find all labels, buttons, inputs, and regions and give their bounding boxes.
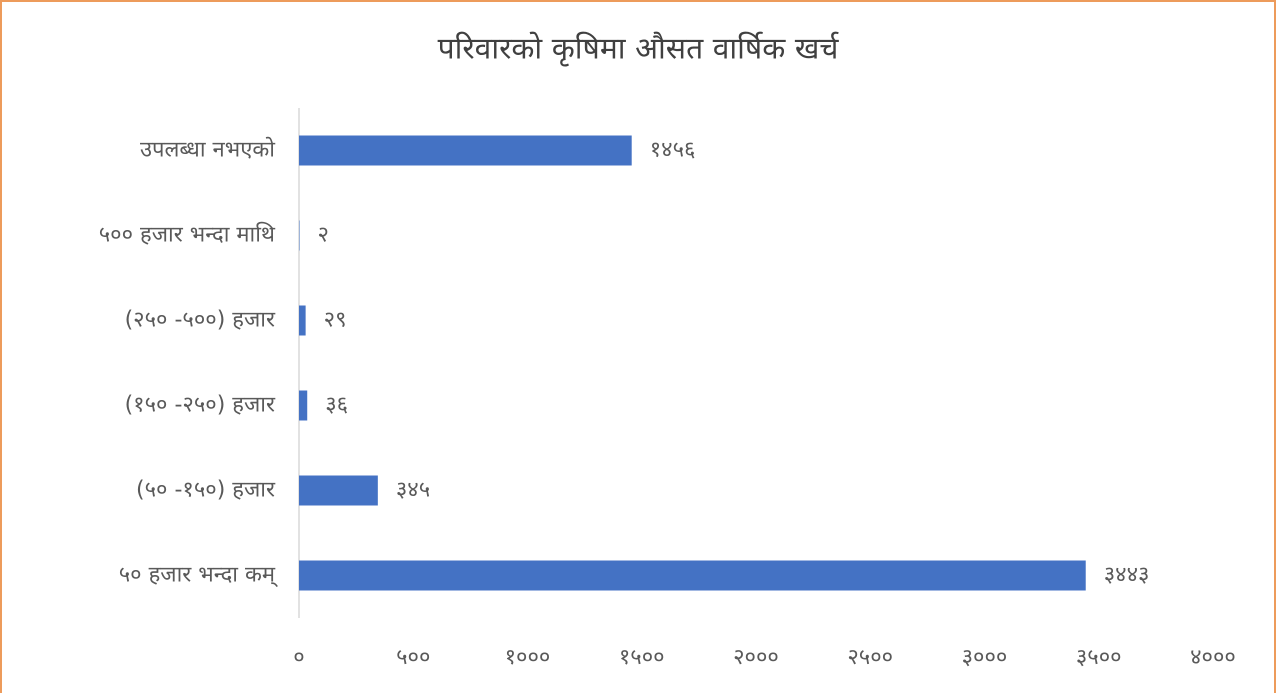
x-tick-label: १००० — [505, 645, 551, 670]
bar — [299, 560, 1086, 591]
bar — [299, 135, 632, 166]
x-tick-label: ३५०० — [1076, 645, 1122, 670]
bar — [299, 475, 378, 506]
x-tick-label: ४००० — [1190, 645, 1236, 670]
x-tick-label: ३००० — [962, 645, 1008, 670]
y-tick-label: (५० -१५०) हजार — [136, 478, 276, 503]
data-label: ३४४३ — [1104, 563, 1150, 588]
data-label: ३४५ — [396, 478, 430, 503]
bar — [299, 390, 308, 421]
x-tick-label: ० — [293, 645, 304, 670]
x-tick-label: ५०० — [396, 645, 430, 670]
data-label: १४५६ — [650, 138, 696, 163]
data-label: २९ — [324, 308, 347, 333]
x-tick-label: २५०० — [847, 645, 893, 670]
x-tick-label: २००० — [733, 645, 779, 670]
data-label: २ — [317, 223, 328, 248]
y-tick-label: उपलब्धा नभएको — [140, 137, 275, 163]
chart-title: परिवारको कृषिमा औसत वार्षिक खर्च — [438, 32, 840, 68]
x-tick-label: १५०० — [619, 645, 665, 670]
y-tick-label: (१५० -२५०) हजार — [125, 393, 276, 418]
y-tick-label: ५०० हजार भन्दा माथि — [99, 222, 276, 248]
bar — [299, 305, 306, 336]
data-label: ३६ — [325, 393, 348, 418]
y-tick-label: ५० हजार भन्दा कम् — [119, 563, 278, 588]
y-tick-label: (२५० -५००) हजार — [125, 308, 276, 333]
